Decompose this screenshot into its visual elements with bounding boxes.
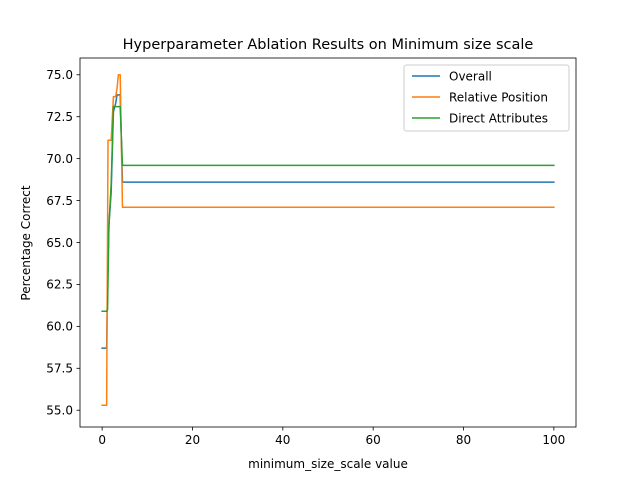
y-tick-label: 60.0	[46, 320, 73, 334]
y-tick-label: 67.5	[46, 194, 73, 208]
legend-label-direct-attributes: Direct Attributes	[449, 111, 548, 125]
chart-title: Hyperparameter Ablation Results on Minim…	[123, 37, 534, 53]
y-tick-label: 75.0	[46, 68, 73, 82]
y-tick-label: 62.5	[46, 278, 73, 292]
x-tick-label: 100	[542, 433, 565, 447]
plot-area: 0 20 40 60 80 100 55.0 57.5 60.0 62.5 65.0 67.5 70.0…	[46, 57, 577, 447]
x-tick-label: 0	[98, 433, 106, 447]
legend-label-overall: Overall	[449, 69, 492, 83]
y-tick-label: 65.0	[46, 236, 73, 250]
x-tick-label: 40	[275, 433, 290, 447]
legend-box	[403, 64, 570, 132]
legend: Overall Relative Position Direct Attribute…	[403, 64, 570, 132]
series-line-relative-position	[101, 74, 555, 406]
legend-label-relative-position: Relative Position	[449, 90, 548, 104]
x-tick-label: 80	[456, 433, 471, 447]
series-line-direct-attributes	[101, 105, 555, 313]
x-tick-label: 60	[366, 433, 381, 447]
x-axis-label: minimum_size_scale value	[248, 457, 408, 471]
x-tick-label: 20	[185, 433, 200, 447]
y-tick-label: 57.5	[46, 362, 73, 376]
y-tick-label: 70.0	[46, 152, 73, 166]
y-tick-label: 72.5	[46, 110, 73, 124]
y-axis-label: Percentage Correct	[19, 185, 33, 300]
y-tick-label: 55.0	[46, 404, 73, 418]
